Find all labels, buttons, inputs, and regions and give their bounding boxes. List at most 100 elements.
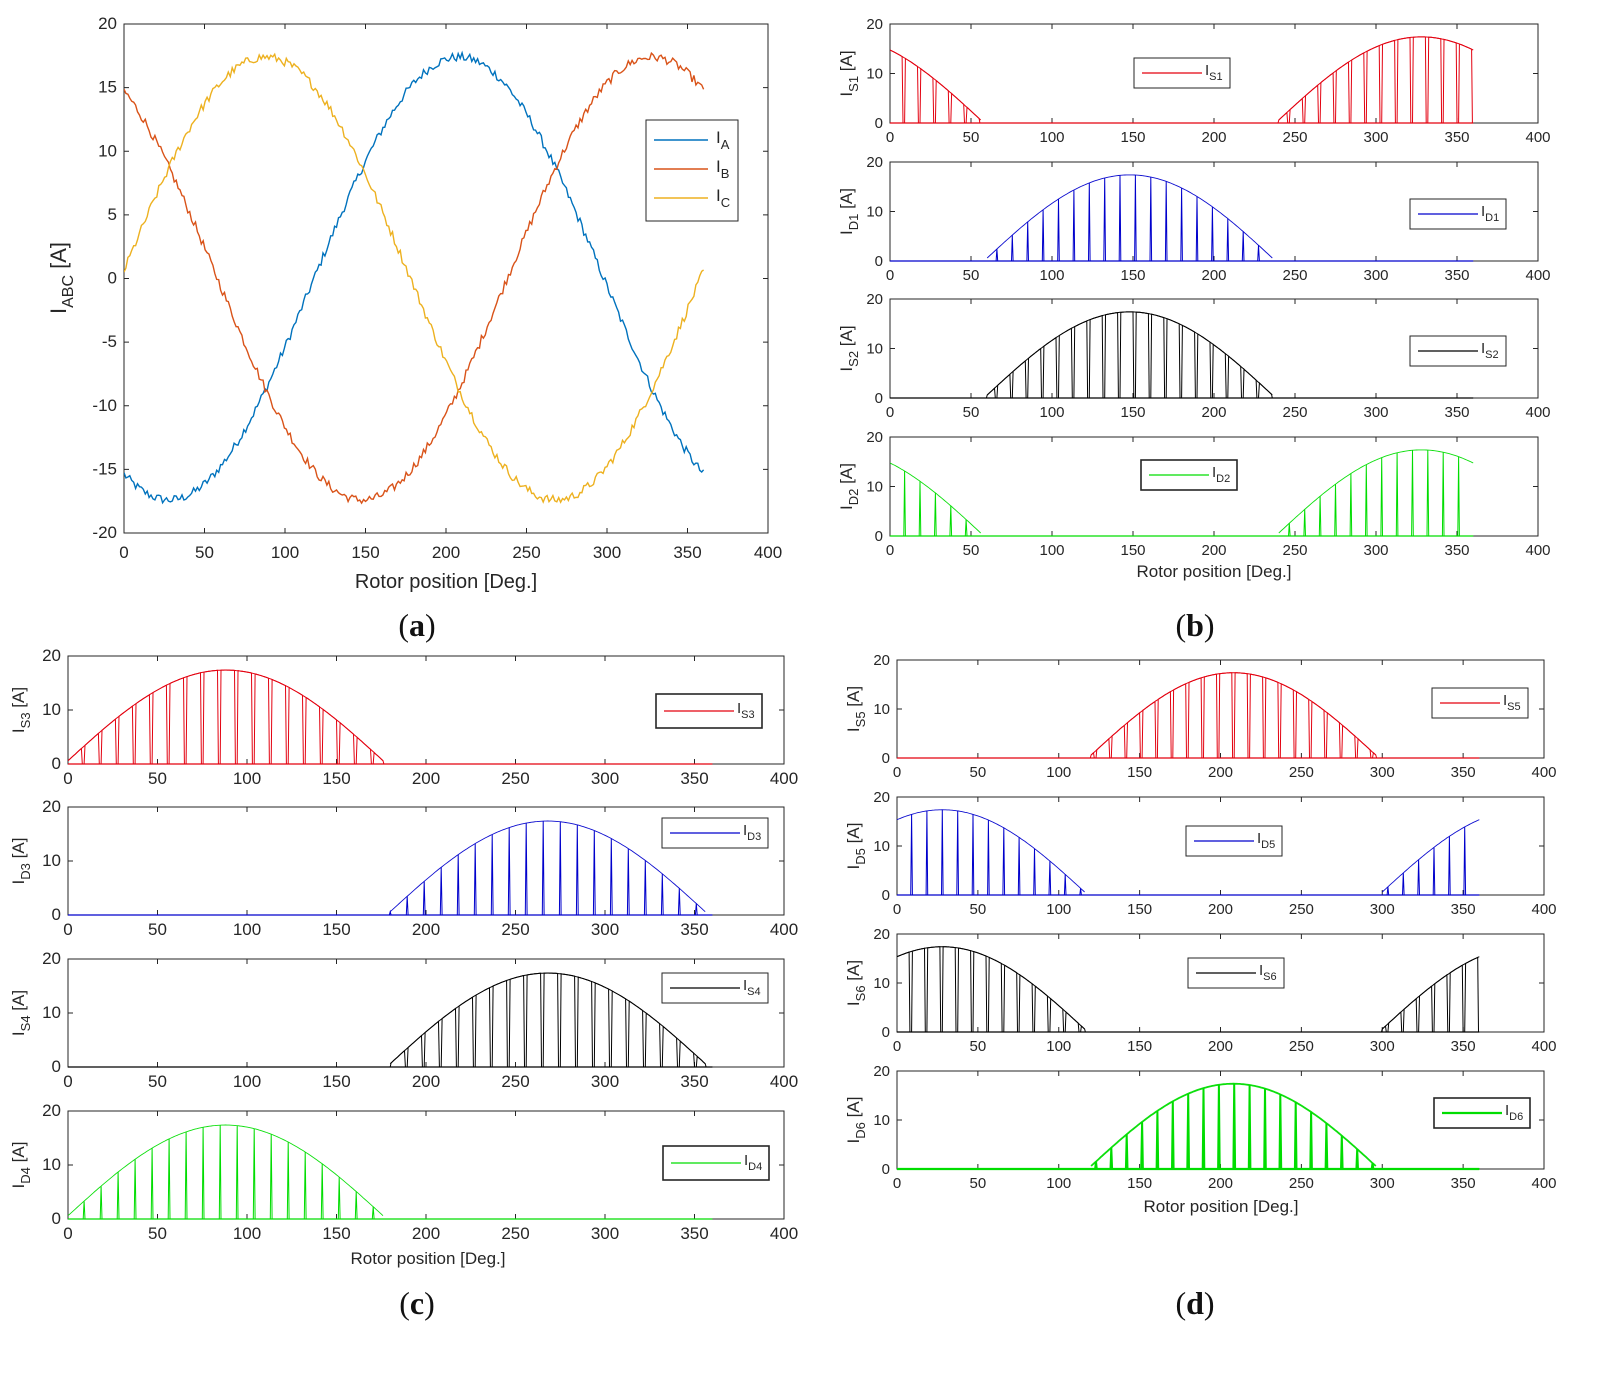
series-envelope bbox=[890, 36, 1474, 121]
x-tick-label: 50 bbox=[195, 543, 214, 562]
x-tick-label: 200 bbox=[412, 769, 440, 788]
x-tick-label: 50 bbox=[970, 1175, 987, 1192]
x-tick-label: 250 bbox=[501, 1224, 529, 1243]
x-tick-label: 50 bbox=[963, 542, 980, 559]
series-line-b bbox=[124, 51, 705, 505]
x-tick-label: 250 bbox=[1289, 901, 1314, 918]
x-tick-label: 300 bbox=[591, 1072, 619, 1091]
x-tick-label: 250 bbox=[501, 1072, 529, 1091]
x-tick-label: 150 bbox=[1120, 129, 1145, 146]
subplot-d3: 0 50 100 150 200 250 300 350 400 0 10 20 ID3 [A] ID3 bbox=[9, 797, 798, 939]
x-tick-label: 350 bbox=[680, 1072, 708, 1091]
y-tick-label: 10 bbox=[873, 838, 890, 855]
x-tick-label: 400 bbox=[1531, 1038, 1556, 1055]
subplot-d1: 0 50 100 150 200 250 300 350 400 0 10 20 ID1 [A] ID1 bbox=[837, 154, 1551, 284]
x-tick-label: 350 bbox=[1444, 404, 1469, 421]
x-tick-label: 0 bbox=[63, 1072, 72, 1091]
x-tick-label: 400 bbox=[1531, 1175, 1556, 1192]
series-envelope bbox=[68, 670, 712, 761]
x-tick-label: 100 bbox=[233, 920, 261, 939]
y-tick-label: 10 bbox=[42, 851, 61, 870]
x-tick-label: 300 bbox=[1370, 901, 1395, 918]
y-tick-label: 0 bbox=[875, 253, 883, 270]
x-tick-label: 50 bbox=[970, 901, 987, 918]
x-tick-label: 0 bbox=[886, 129, 894, 146]
x-tick-label: 200 bbox=[1201, 267, 1226, 284]
y-axis-label: IABC [A] bbox=[46, 242, 77, 314]
x-tick-label: 400 bbox=[770, 1072, 798, 1091]
series-envelope bbox=[1090, 672, 1377, 756]
panel-label-d: (d) bbox=[1175, 1285, 1214, 1321]
y-tick-label: 10 bbox=[873, 701, 890, 718]
x-tick-label: 400 bbox=[1531, 764, 1556, 781]
x-tick-label: 0 bbox=[63, 769, 72, 788]
x-tick-label: 200 bbox=[412, 1072, 440, 1091]
legend-entry: ID4 bbox=[744, 1152, 762, 1173]
x-axis-label: Rotor position [Deg.] bbox=[1144, 1197, 1299, 1216]
x-tick-label: 300 bbox=[591, 920, 619, 939]
x-tick-label: 0 bbox=[119, 543, 128, 562]
series-envelope bbox=[389, 972, 706, 1065]
x-tick-label: 50 bbox=[148, 920, 167, 939]
x-tick-label: 100 bbox=[1046, 1175, 1071, 1192]
y-tick-label: 20 bbox=[42, 1101, 61, 1120]
legend-box bbox=[645, 119, 739, 222]
x-tick-label: 400 bbox=[1525, 542, 1550, 559]
x-tick-label: 150 bbox=[1127, 764, 1152, 781]
y-axis-label: ID4 [A] bbox=[9, 1142, 33, 1189]
y-axis-label: ID5 [A] bbox=[844, 823, 868, 870]
panel-label-a: (a) bbox=[398, 607, 435, 643]
x-tick-label: 100 bbox=[233, 1224, 261, 1243]
x-tick-label: 100 bbox=[1039, 129, 1064, 146]
x-tick-label: 100 bbox=[1046, 1038, 1071, 1055]
x-tick-label: 250 bbox=[1282, 542, 1307, 559]
x-tick-label: 0 bbox=[886, 267, 894, 284]
legend-entry: ID2 bbox=[1212, 464, 1230, 485]
series-pulses bbox=[68, 669, 713, 764]
legend-entry: IS3 bbox=[737, 700, 755, 721]
legend-entry: ID5 bbox=[1257, 830, 1275, 851]
x-tick-label: 300 bbox=[591, 769, 619, 788]
legend-entry: ID6 bbox=[1505, 1102, 1523, 1123]
x-tick-label: 250 bbox=[1282, 404, 1307, 421]
x-tick-label: 300 bbox=[1363, 542, 1388, 559]
x-tick-label: 200 bbox=[1201, 404, 1226, 421]
subplot-d6: 0 50 100 150 200 250 300 350 400 0 10 20 ID6 [A] ID6 bbox=[844, 1063, 1557, 1192]
panel-label-c: (c) bbox=[399, 1285, 435, 1321]
y-axis-label: IS1 [A] bbox=[837, 50, 861, 96]
subplot-d5: 0 50 100 150 200 250 300 350 400 0 10 20 ID5 [A] ID5 bbox=[844, 789, 1557, 918]
series-pulses bbox=[68, 972, 713, 1067]
x-tick-label: 0 bbox=[893, 901, 901, 918]
x-tick-label: 200 bbox=[1201, 129, 1226, 146]
legend-entry: IS2 bbox=[1481, 340, 1499, 361]
x-tick-label: 350 bbox=[1451, 764, 1476, 781]
y-tick-label: 20 bbox=[42, 949, 61, 968]
x-tick-label: 100 bbox=[233, 1072, 261, 1091]
y-tick-label: 0 bbox=[52, 905, 61, 924]
x-tick-label: 400 bbox=[1525, 129, 1550, 146]
legend-entry: IS4 bbox=[743, 977, 761, 998]
y-tick-label: 20 bbox=[866, 429, 883, 446]
x-tick-label: 150 bbox=[1120, 542, 1145, 559]
x-tick-label: 250 bbox=[1289, 764, 1314, 781]
y-axis-label: ID6 [A] bbox=[844, 1097, 868, 1144]
chart-a: 0 50 100 150 200 250 300 350 400 -20 -15 -10 -5 0 5 10 1… bbox=[46, 14, 782, 593]
x-tick-label: 150 bbox=[1127, 901, 1152, 918]
y-tick-label: -10 bbox=[92, 396, 117, 415]
legend-entry: IC bbox=[716, 186, 730, 210]
legend-entry: IB bbox=[716, 157, 729, 181]
x-tick-label: 300 bbox=[591, 1224, 619, 1243]
series-envelope bbox=[897, 809, 1480, 893]
y-tick-label: 0 bbox=[108, 269, 117, 288]
x-tick-label: 150 bbox=[1127, 1175, 1152, 1192]
y-tick-label: 10 bbox=[42, 1155, 61, 1174]
x-tick-label: 150 bbox=[1120, 267, 1145, 284]
subplot-d4: 0 50 100 150 200 250 300 350 400 0 10 20 ID4 [A] ID4 bbox=[9, 1101, 798, 1243]
x-tick-label: 400 bbox=[770, 920, 798, 939]
x-tick-label: 400 bbox=[1525, 267, 1550, 284]
legend-entry: IS5 bbox=[1503, 692, 1521, 713]
series-pulses bbox=[897, 672, 1480, 758]
x-tick-label: 0 bbox=[893, 1175, 901, 1192]
